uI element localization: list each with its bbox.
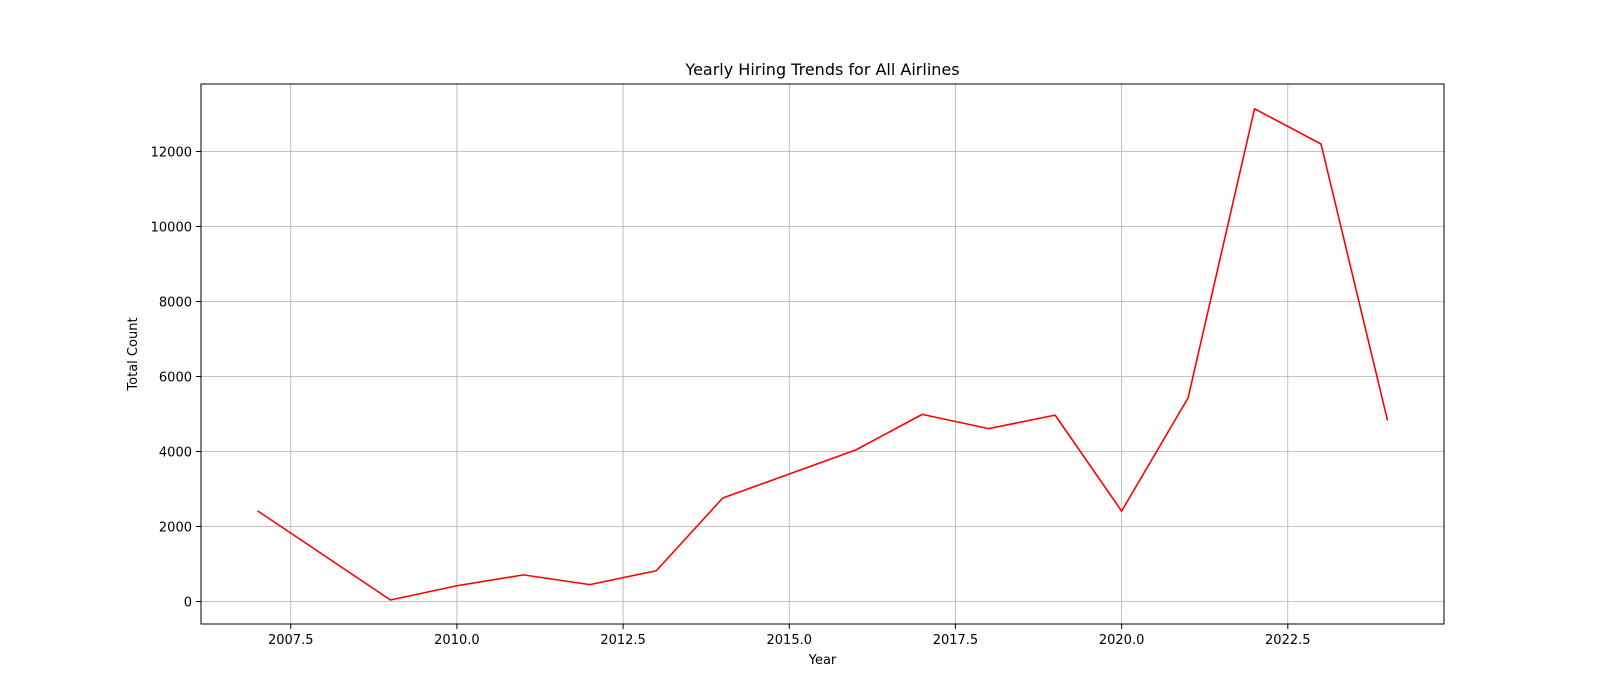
y-tick-label: 10000 bbox=[151, 221, 192, 236]
x-tick-label: 2022.5 bbox=[1265, 633, 1311, 648]
series-line bbox=[257, 107, 1389, 601]
y-axis-label: Total Count bbox=[126, 317, 141, 391]
y-tick-label: 4000 bbox=[159, 446, 192, 461]
x-tick-label: 2012.5 bbox=[600, 633, 646, 648]
x-tick-label: 2007.5 bbox=[268, 633, 314, 648]
chart-title: Yearly Hiring Trends for All Airlines bbox=[684, 60, 959, 79]
grid-layer bbox=[201, 84, 1444, 624]
y-tick-label: 0 bbox=[184, 596, 192, 611]
y-tick-label: 2000 bbox=[159, 521, 192, 536]
x-tick-label: 2020.0 bbox=[1099, 633, 1145, 648]
x-tick-label: 2017.5 bbox=[933, 633, 979, 648]
y-tick-label: 8000 bbox=[159, 296, 192, 311]
plot-area-frame bbox=[200, 83, 1445, 625]
tick-layer: 2007.5 2010.0 2012.5 2015.0 2017.5 2020.0 2022… bbox=[151, 146, 1311, 649]
x-axis-label: Year bbox=[808, 653, 837, 668]
x-tick-label: 2010.0 bbox=[434, 633, 480, 648]
y-tick-label: 12000 bbox=[151, 146, 192, 161]
series-layer bbox=[257, 107, 1389, 601]
y-tick-label: 6000 bbox=[159, 371, 192, 386]
x-tick-label: 2015.0 bbox=[767, 633, 813, 648]
